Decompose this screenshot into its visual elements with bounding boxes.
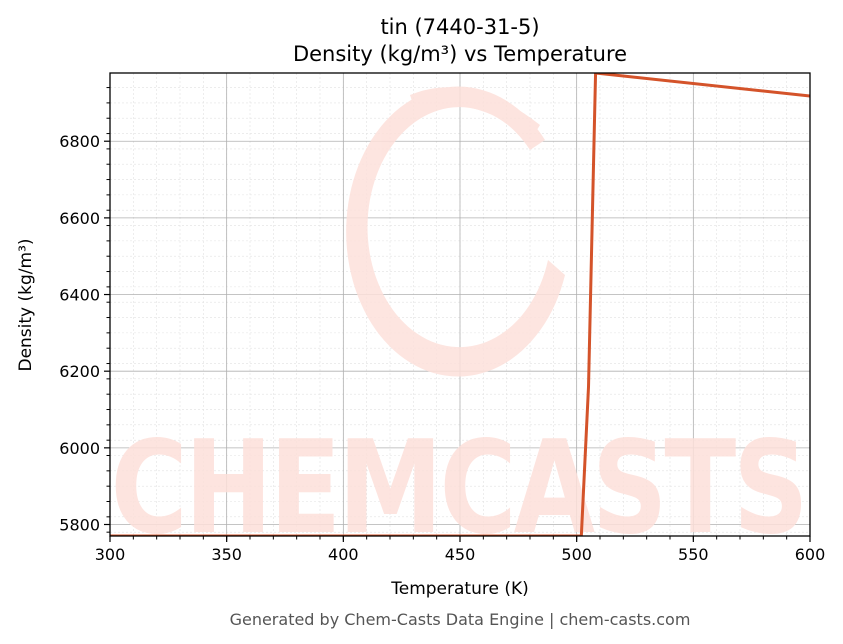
- watermark-logo-swirl: [410, 87, 540, 138]
- watermark: CHEMCASTS: [111, 86, 810, 563]
- y-tick-label: 6400: [59, 286, 100, 305]
- chart-title: tin (7440-31-5) Density (kg/m³) vs Tempe…: [293, 15, 627, 66]
- y-tick-label: 6600: [59, 209, 100, 228]
- y-tick-label: 6000: [59, 439, 100, 458]
- y-tick-label: 6200: [59, 362, 100, 381]
- x-tick-label: 350: [211, 545, 242, 564]
- footer-credit: Generated by Chem-Casts Data Engine | ch…: [230, 610, 691, 629]
- x-tick-label: 600: [795, 545, 826, 564]
- axis-ticks: [104, 87, 811, 542]
- x-axis-label: Temperature (K): [390, 579, 529, 599]
- y-axis-label: Density (kg/m³): [16, 238, 36, 371]
- chart-title-line2: Density (kg/m³) vs Temperature: [293, 42, 627, 66]
- y-tick-label: 5800: [59, 516, 100, 535]
- x-tick-label: 500: [561, 545, 592, 564]
- x-tick-label: 400: [328, 545, 359, 564]
- axis-tick-labels: 300 350 400 450 500 550 600 5800 6000 6200 6400 660…: [59, 132, 825, 564]
- watermark-text: CHEMCASTS: [111, 414, 806, 563]
- y-tick-label: 6800: [59, 132, 100, 151]
- density-series-line: [110, 73, 810, 536]
- chart-title-line1: tin (7440-31-5): [380, 15, 539, 39]
- series-layer: [110, 73, 810, 536]
- x-tick-label: 550: [678, 545, 709, 564]
- x-tick-label: 450: [445, 545, 476, 564]
- x-tick-label: 300: [95, 545, 126, 564]
